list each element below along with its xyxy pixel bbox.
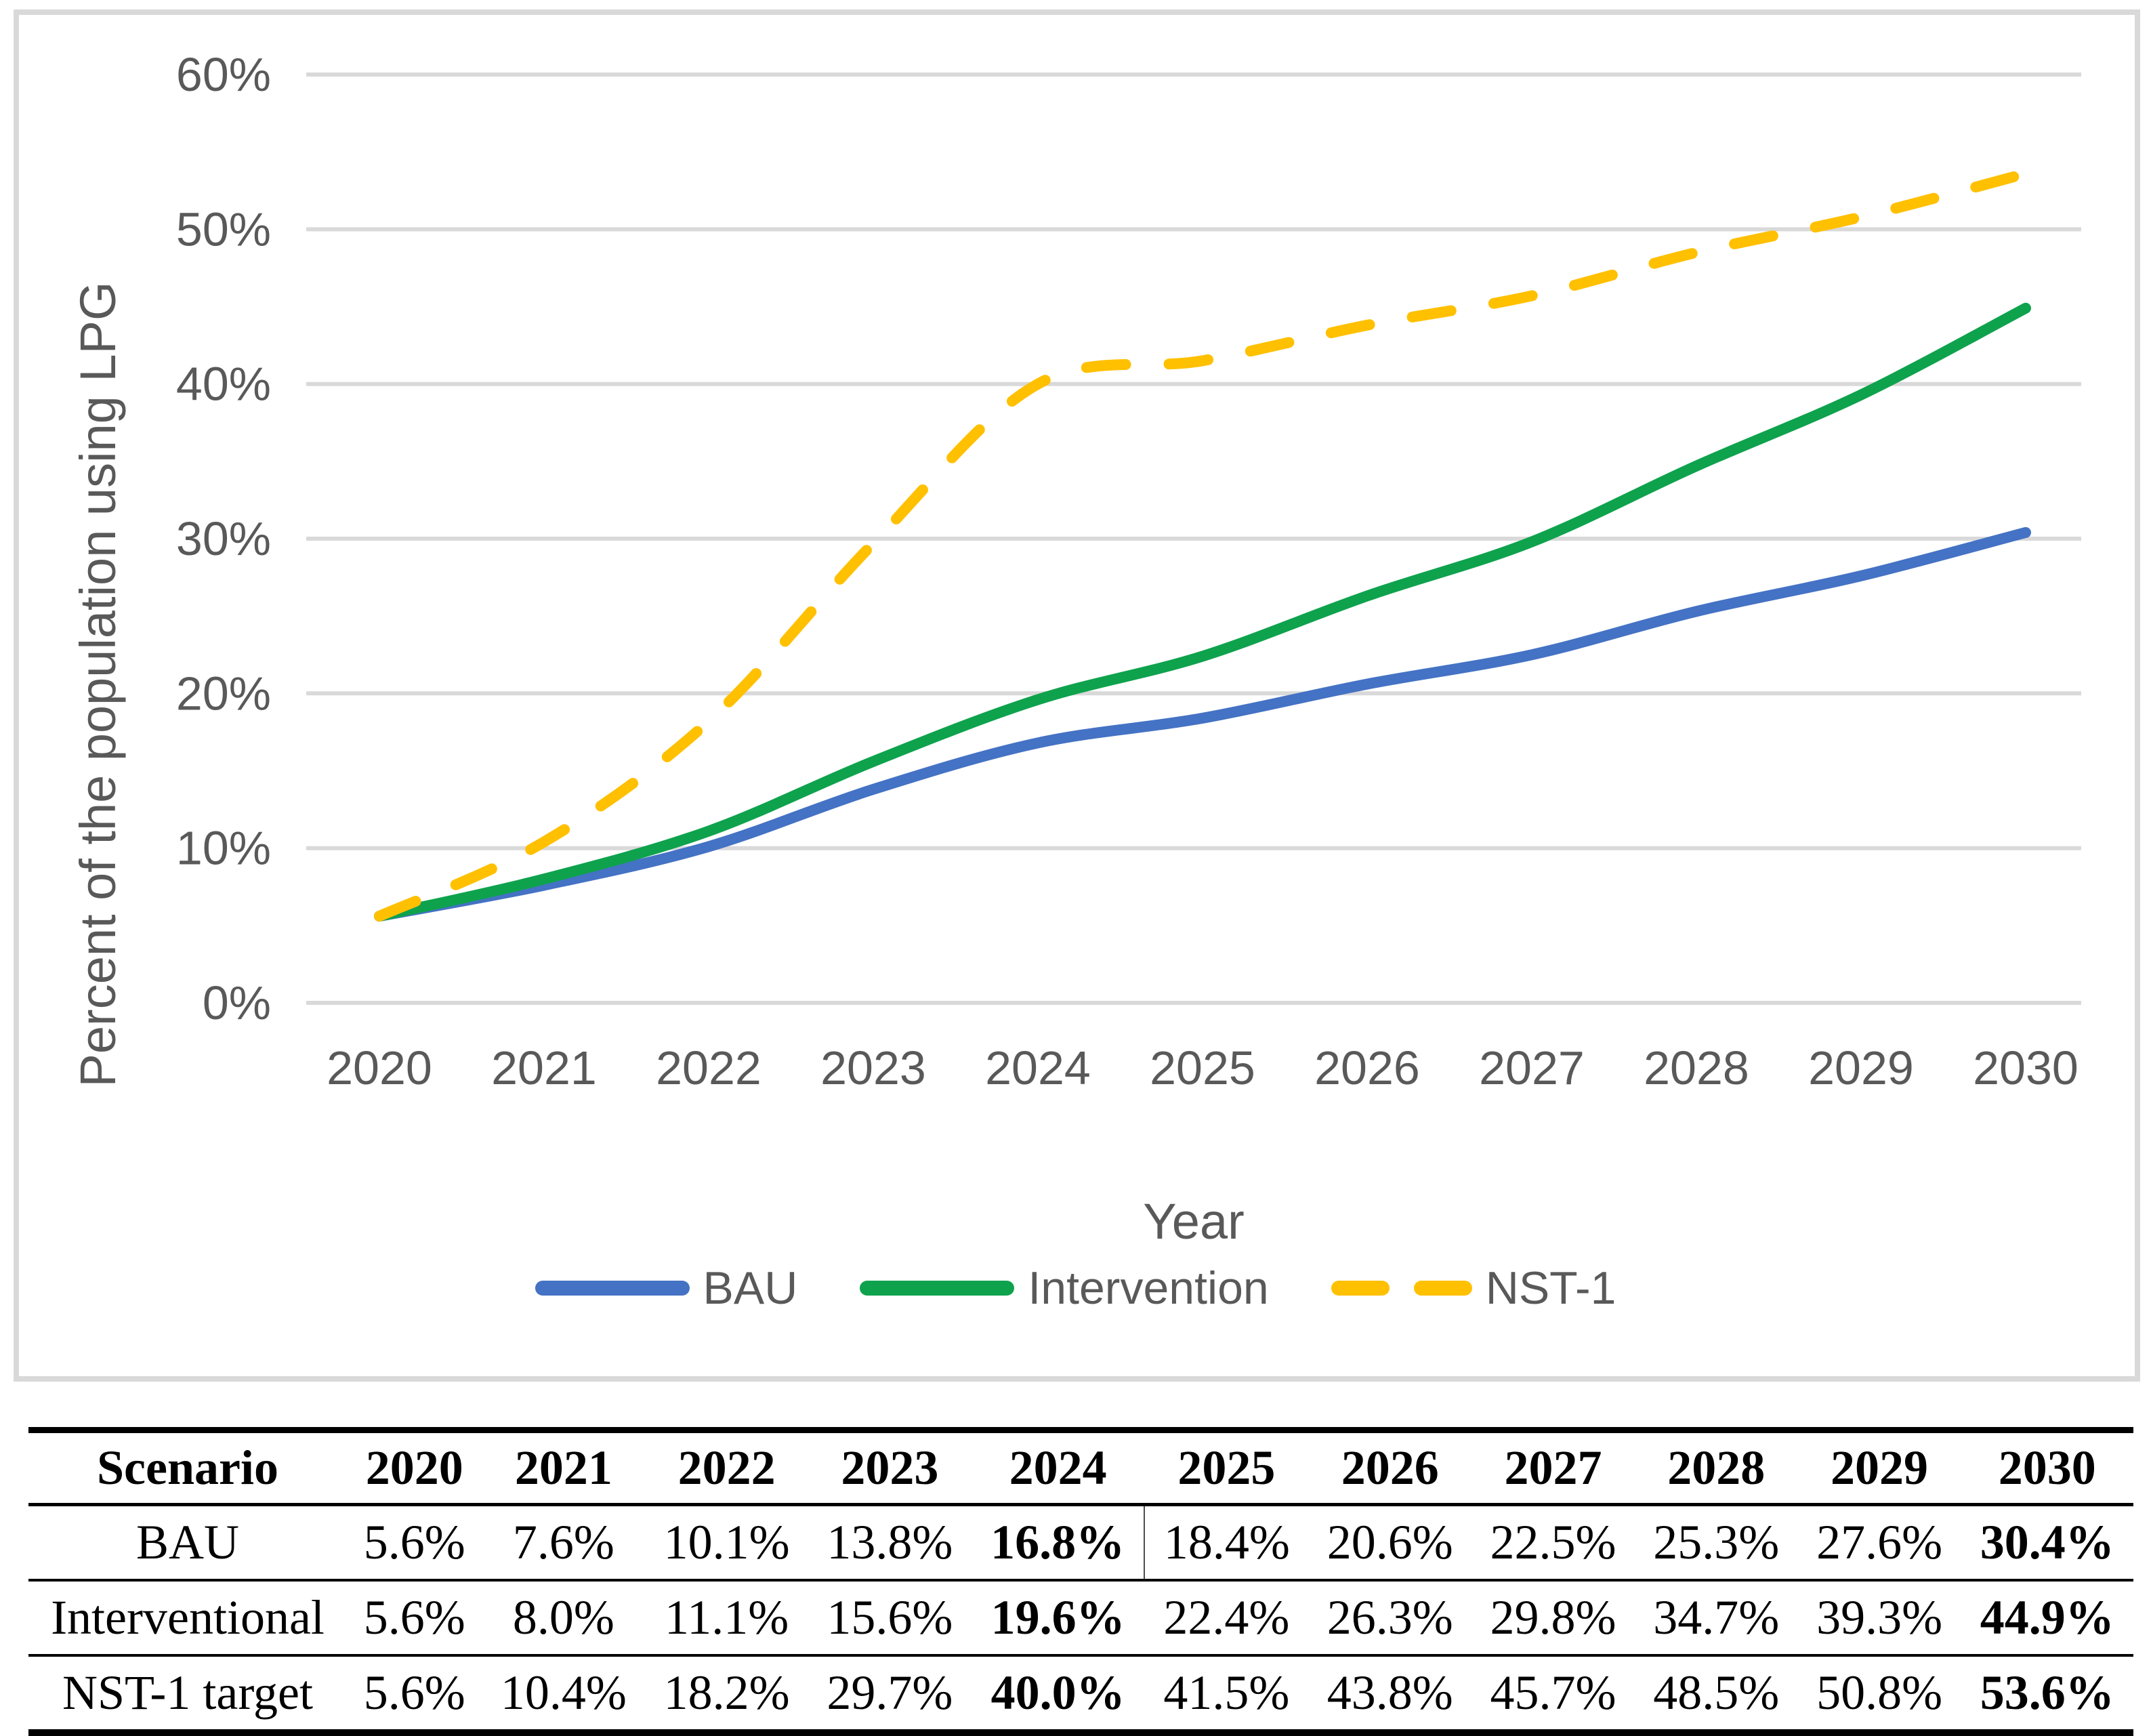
table-cell: 34.7% bbox=[1634, 1579, 1798, 1655]
y-tick-label: 0% bbox=[203, 976, 271, 1029]
table-row: BAU 5.6% 7.6% 10.1% 13.8% 16.8% 18.4% 20.6% 22.5… bbox=[28, 1504, 2133, 1580]
table-cell: 5.6% bbox=[363, 1515, 465, 1569]
y-axis-tick-labels: 0% 10% 20% 30% 40% 50% 60% bbox=[176, 48, 271, 1029]
table-cell: 41.5% bbox=[1144, 1654, 1309, 1733]
table-cell: 39.3% bbox=[1797, 1579, 1961, 1655]
chart-legend: BAU Intervention NST-1 bbox=[0, 1262, 2151, 1315]
table-header: Scenario 2020 2021 2022 2023 2024 2025 2026 2027… bbox=[28, 1430, 2133, 1506]
legend-item-bau: BAU bbox=[535, 1262, 798, 1315]
table-cell: 16.8% bbox=[990, 1515, 1125, 1569]
table-cell: 29.8% bbox=[1471, 1579, 1635, 1655]
legend-dash-swatch bbox=[1331, 1281, 1390, 1296]
legend-item-nst-1: NST-1 bbox=[1331, 1262, 1616, 1315]
legend-label: Intervention bbox=[1028, 1262, 1269, 1314]
table-cell: 22.5% bbox=[1490, 1515, 1616, 1569]
table-cell: 20.6% bbox=[1327, 1515, 1453, 1569]
x-tick-label: 2029 bbox=[1808, 1041, 1914, 1094]
table-cell: 13.8% bbox=[827, 1515, 953, 1569]
y-axis-title: Percent of the population using LPG bbox=[70, 282, 126, 1088]
column-header: 2024 bbox=[971, 1430, 1145, 1506]
y-tick-label: 20% bbox=[176, 667, 271, 720]
table-cell: 53.6% bbox=[1961, 1654, 2133, 1733]
table-cell: 18.2% bbox=[645, 1654, 809, 1733]
x-tick-label: 2025 bbox=[1150, 1041, 1255, 1094]
series-line-nst-1 bbox=[374, 168, 2031, 922]
x-tick-label: 2020 bbox=[327, 1041, 432, 1094]
table-cell: 27.6% bbox=[1816, 1515, 1943, 1569]
column-header: 2020 bbox=[347, 1430, 482, 1506]
x-axis-tick-labels: 2020 2021 2022 2023 2024 2025 2026 2027 2028 2029… bbox=[327, 1041, 2079, 1094]
y-tick-label: 50% bbox=[176, 203, 271, 255]
row-label: Interventional bbox=[28, 1579, 347, 1655]
x-axis-title: Year bbox=[1143, 1193, 1245, 1249]
line-chart: 0%10%20%30%40%50%60% 2020 2021 2022 2023 202… bbox=[70, 48, 2081, 1249]
x-tick-label: 2028 bbox=[1644, 1041, 1749, 1094]
x-tick-label: 2026 bbox=[1314, 1041, 1420, 1094]
table-cell: 19.6% bbox=[971, 1579, 1145, 1655]
table-header-row: Scenario 2020 2021 2022 2023 2024 2025 2026 2027… bbox=[28, 1430, 2133, 1506]
x-tick-label: 2023 bbox=[820, 1041, 926, 1094]
column-header: 2021 bbox=[482, 1430, 646, 1506]
series-line-bau bbox=[374, 526, 2031, 922]
column-header: 2027 bbox=[1471, 1430, 1635, 1506]
y-tick-label: 60% bbox=[176, 48, 271, 101]
legend-dash-swatch bbox=[1413, 1281, 1472, 1296]
table-cell: 25.3% bbox=[1653, 1515, 1780, 1569]
table-cell: 45.7% bbox=[1471, 1654, 1635, 1733]
table-cell: 11.1% bbox=[645, 1579, 809, 1655]
table-cell: 15.6% bbox=[808, 1579, 972, 1655]
table-cell: 48.5% bbox=[1634, 1654, 1798, 1733]
column-header: 2022 bbox=[645, 1430, 809, 1506]
x-tick-label: 2021 bbox=[491, 1041, 597, 1094]
table-cell: 10.4% bbox=[482, 1654, 646, 1733]
x-tick-label: 2024 bbox=[985, 1041, 1091, 1094]
table-body: BAU 5.6% 7.6% 10.1% 13.8% 16.8% 18.4% 20.6% 22.5… bbox=[28, 1504, 2133, 1733]
table-cell: 8.0% bbox=[482, 1579, 646, 1655]
column-header: 2023 bbox=[808, 1430, 972, 1506]
legend-swatch bbox=[1331, 1281, 1472, 1296]
column-header: 2028 bbox=[1634, 1430, 1798, 1506]
x-tick-label: 2030 bbox=[1973, 1041, 2079, 1094]
series-lines bbox=[374, 168, 2031, 922]
column-header: 2030 bbox=[1961, 1430, 2133, 1506]
table-row: NST-1 target 5.6% 10.4% 18.2% 29.7% 40.0% 41.5… bbox=[28, 1654, 2133, 1733]
scenario-table: Scenario 2020 2021 2022 2023 2024 2025 2026 2027… bbox=[28, 1427, 2133, 1736]
legend-item-intervention: Intervention bbox=[860, 1262, 1269, 1315]
table-cell: 43.8% bbox=[1308, 1654, 1472, 1733]
table-cell: 40.0% bbox=[971, 1654, 1145, 1733]
row-label: NST-1 target bbox=[28, 1654, 347, 1733]
table-cell: 10.1% bbox=[663, 1515, 790, 1569]
table-cell: 18.4% bbox=[1144, 1504, 1309, 1580]
table-cell: 29.7% bbox=[808, 1654, 972, 1733]
legend-swatch bbox=[535, 1281, 690, 1296]
column-header: 2025 bbox=[1144, 1430, 1309, 1506]
y-tick-label: 40% bbox=[176, 358, 271, 411]
y-tick-label: 10% bbox=[176, 822, 271, 875]
row-label: BAU bbox=[135, 1515, 239, 1569]
table-cell: 44.9% bbox=[1961, 1579, 2133, 1655]
table-cell: 22.4% bbox=[1144, 1579, 1309, 1655]
column-header: Scenario bbox=[28, 1430, 347, 1506]
legend-swatch bbox=[860, 1281, 1015, 1296]
table-cell: 7.6% bbox=[512, 1515, 614, 1569]
legend-label: BAU bbox=[703, 1262, 798, 1314]
gridlines bbox=[306, 73, 2081, 1005]
table-cell: 30.4% bbox=[1980, 1515, 2114, 1569]
chart-figure-frame bbox=[14, 9, 2140, 1382]
x-tick-label: 2027 bbox=[1479, 1041, 1585, 1094]
table-cell: 26.3% bbox=[1308, 1579, 1472, 1655]
table-cell: 50.8% bbox=[1797, 1654, 1961, 1733]
table-cell: 5.6% bbox=[347, 1654, 482, 1733]
x-tick-label: 2022 bbox=[656, 1041, 761, 1094]
y-tick-label: 30% bbox=[176, 512, 271, 565]
series-line-intervention bbox=[374, 302, 2031, 922]
table-row: Interventional 5.6% 8.0% 11.1% 15.6% 19.6% 22.… bbox=[28, 1579, 2133, 1655]
legend-label: NST-1 bbox=[1485, 1262, 1616, 1314]
table-cell: 5.6% bbox=[347, 1579, 482, 1655]
column-header: 2026 bbox=[1308, 1430, 1472, 1506]
column-header: 2029 bbox=[1797, 1430, 1961, 1506]
